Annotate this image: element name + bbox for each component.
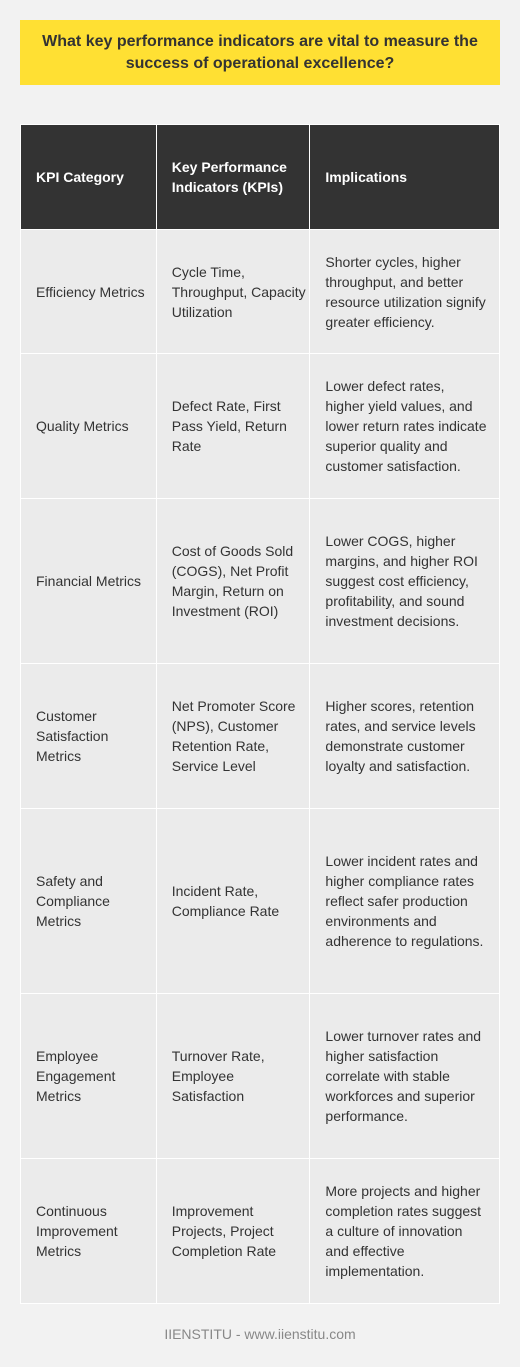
kpis-cell: Cycle Time, Throughput, Capacity Utiliza…: [155, 229, 311, 354]
implications-cell: Lower defect rates, higher yield values,…: [309, 353, 500, 499]
implications-cell: Higher scores, retention rates, and serv…: [309, 663, 500, 809]
kpis-cell: Improvement Projects, Project Completion…: [155, 1158, 311, 1304]
category-cell: Employee Engagement Metrics: [20, 993, 157, 1159]
header-kpis: Key Performance Indicators (KPIs): [155, 124, 311, 230]
table-row: Employee Engagement Metrics Turnover Rat…: [20, 993, 500, 1159]
implications-cell: Lower turnover rates and higher satisfac…: [309, 993, 500, 1159]
implications-cell: Lower COGS, higher margins, and higher R…: [309, 498, 500, 664]
kpis-cell: Defect Rate, First Pass Yield, Return Ra…: [155, 353, 311, 499]
page-title: What key performance indicators are vita…: [42, 32, 478, 72]
category-cell: Continuous Improvement Metrics: [20, 1158, 157, 1304]
kpis-cell: Cost of Goods Sold (COGS), Net Profit Ma…: [155, 498, 311, 664]
header-kpi-category: KPI Category: [20, 124, 157, 230]
table-row: Quality Metrics Defect Rate, First Pass …: [20, 353, 500, 499]
kpis-cell: Turnover Rate, Employee Satisfaction: [155, 993, 311, 1159]
table-row: Customer Satisfaction Metrics Net Promot…: [20, 663, 500, 809]
table-row: Financial Metrics Cost of Goods Sold (CO…: [20, 498, 500, 664]
table-header-row: KPI Category Key Performance Indicators …: [20, 124, 500, 230]
category-cell: Financial Metrics: [20, 498, 157, 664]
category-cell: Safety and Compliance Metrics: [20, 808, 157, 994]
header-implications: Implications: [309, 124, 500, 230]
table-row: Efficiency Metrics Cycle Time, Throughpu…: [20, 229, 500, 354]
implications-cell: More projects and higher completion rate…: [309, 1158, 500, 1304]
category-cell: Quality Metrics: [20, 353, 157, 499]
footer-credit: IIENSTITU - www.iienstitu.com: [164, 1326, 356, 1342]
kpi-table: KPI Category Key Performance Indicators …: [20, 124, 500, 1304]
title-banner: What key performance indicators are vita…: [20, 20, 500, 85]
table-row: Safety and Compliance Metrics Incident R…: [20, 808, 500, 994]
category-cell: Efficiency Metrics: [20, 229, 157, 354]
kpis-cell: Incident Rate, Compliance Rate: [155, 808, 311, 994]
implications-cell: Lower incident rates and higher complian…: [309, 808, 500, 994]
table-row: Continuous Improvement Metrics Improveme…: [20, 1158, 500, 1304]
category-cell: Customer Satisfaction Metrics: [20, 663, 157, 809]
implications-cell: Shorter cycles, higher throughput, and b…: [309, 229, 500, 354]
kpis-cell: Net Promoter Score (NPS), Customer Reten…: [155, 663, 311, 809]
